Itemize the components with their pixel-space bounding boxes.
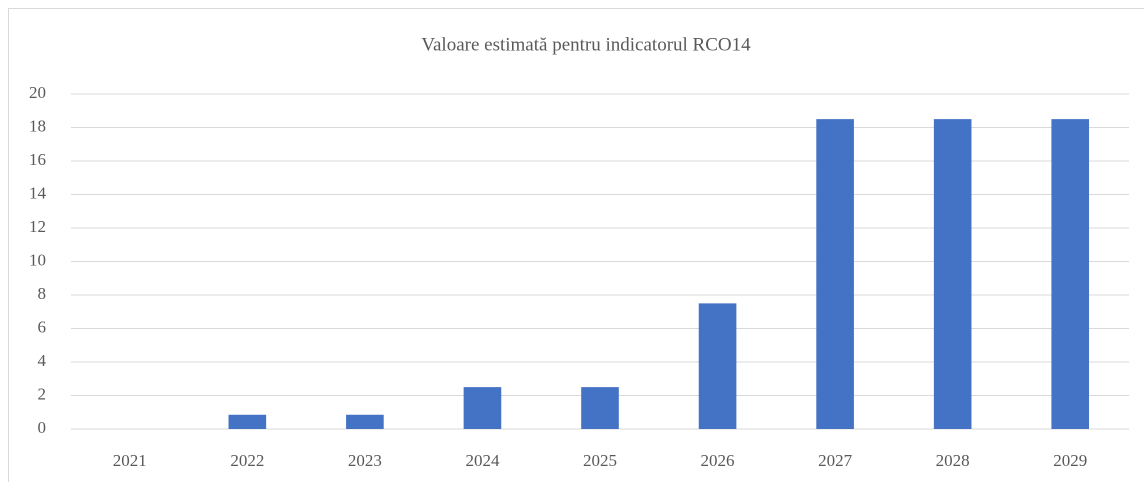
x-tick-label: 2027 [818,451,853,470]
x-tick-label: 2021 [113,451,147,470]
x-tick-label: 2028 [936,451,970,470]
y-tick-label: 2 [38,384,47,403]
x-tick-label: 2029 [1053,451,1087,470]
bar [463,387,502,429]
bar [698,303,737,429]
chart-title: Valoare estimată pentru indicatorul RCO1… [421,34,751,55]
x-tick-label: 2024 [465,451,500,470]
bar [346,414,384,429]
y-tick-label: 20 [29,83,46,102]
y-tick-label: 18 [29,116,46,135]
bar [816,119,854,429]
x-tick-label: 2022 [230,451,264,470]
bar [933,119,972,429]
y-tick-label: 14 [29,183,47,202]
y-tick-label: 0 [38,418,47,437]
x-tick-label: 2023 [348,451,382,470]
y-tick-label: 12 [29,217,46,236]
y-tick-label: 8 [38,284,47,303]
chart-border [8,8,1144,482]
x-tick-label: 2025 [583,451,617,470]
y-tick-label: 16 [29,150,46,169]
y-tick-label: 6 [38,317,47,336]
y-tick-label: 10 [29,250,46,269]
bar [581,387,619,429]
x-tick-label: 2026 [701,451,735,470]
bar [228,414,267,429]
bar [1051,119,1090,429]
y-tick-label: 4 [38,351,47,370]
